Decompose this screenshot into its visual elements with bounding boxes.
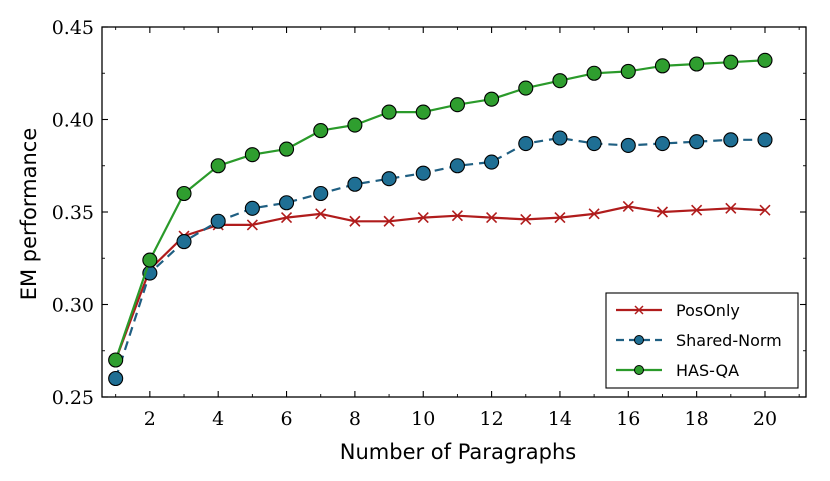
data-point	[759, 204, 771, 216]
data-point	[415, 165, 431, 181]
data-point	[520, 213, 532, 225]
data-point	[552, 130, 568, 146]
data-point	[176, 185, 192, 202]
data-point	[383, 215, 395, 227]
x-axis-label: Number of Paragraphs	[340, 440, 576, 464]
data-point	[381, 104, 397, 120]
legend-label-shared-norm: Shared-Norm	[676, 331, 782, 350]
data-point	[210, 213, 226, 229]
x-tick-label: 12	[479, 408, 503, 430]
data-point	[349, 215, 361, 227]
data-point	[622, 200, 634, 213]
data-point	[486, 211, 498, 224]
x-tick-label: 20	[753, 408, 777, 430]
data-point	[518, 80, 534, 96]
data-point	[723, 132, 739, 148]
plot-area	[108, 52, 773, 387]
data-point	[586, 65, 602, 81]
data-point	[620, 63, 636, 79]
data-point	[313, 123, 329, 139]
data-point	[654, 58, 671, 74]
data-point	[246, 219, 258, 231]
data-point	[108, 370, 124, 387]
data-point	[620, 137, 636, 153]
legend-label-posonly: PosOnly	[676, 301, 740, 320]
x-tick-label: 8	[349, 408, 361, 430]
data-point	[347, 117, 363, 133]
y-tick-label: 0.45	[52, 17, 94, 39]
series-has-qa	[108, 52, 773, 368]
data-point	[689, 134, 705, 150]
x-tick-label: 4	[212, 408, 224, 430]
data-point	[723, 54, 739, 70]
data-point	[244, 147, 260, 163]
data-point	[656, 206, 669, 218]
x-tick-label: 16	[616, 408, 640, 430]
data-point	[417, 211, 429, 224]
data-point	[484, 154, 500, 170]
data-point	[757, 132, 773, 148]
data-point	[554, 211, 566, 224]
y-axis-label: EM performance	[17, 128, 41, 301]
legend-label-has-qa: HAS-QA	[676, 361, 739, 380]
data-point	[313, 185, 329, 202]
data-point	[725, 202, 737, 214]
data-point	[691, 204, 703, 216]
data-point	[210, 158, 226, 174]
data-point	[552, 73, 568, 89]
data-point	[518, 136, 534, 152]
data-point	[588, 208, 600, 220]
y-tick-label: 0.40	[52, 110, 94, 132]
legend-marker	[634, 365, 644, 375]
data-point	[176, 234, 192, 250]
data-point	[689, 56, 705, 72]
data-point	[142, 252, 158, 268]
legend-marker	[634, 335, 644, 345]
data-point	[280, 211, 293, 224]
axes: 2 4 6 8 10 12 14 16 18 20 0.25 0.30 0.35 0.40 0.45	[52, 17, 807, 430]
data-point	[278, 195, 295, 211]
data-point	[484, 91, 500, 107]
x-tick-label: 14	[548, 408, 572, 430]
y-tick-label: 0.35	[52, 202, 94, 224]
data-point	[451, 210, 463, 222]
data-point	[654, 136, 671, 152]
data-point	[381, 171, 397, 187]
data-point	[449, 97, 465, 113]
x-tick-label: 10	[411, 408, 435, 430]
data-point	[315, 208, 327, 220]
data-point	[586, 136, 602, 152]
data-point	[449, 158, 465, 174]
data-point	[108, 352, 124, 368]
x-tick-label: 18	[685, 408, 709, 430]
y-tick-label: 0.30	[52, 295, 94, 317]
x-tick-label: 2	[144, 408, 156, 430]
legend: PosOnly Shared-Norm HAS-QA	[605, 292, 799, 389]
x-tick-label: 6	[280, 408, 292, 430]
legend-marker	[634, 305, 644, 315]
data-point	[347, 176, 363, 192]
data-point	[415, 104, 431, 120]
data-point	[244, 200, 260, 216]
data-point	[757, 52, 773, 68]
series-shared-norm	[108, 130, 773, 387]
y-tick-label: 0.25	[52, 387, 94, 409]
data-point	[278, 141, 295, 157]
